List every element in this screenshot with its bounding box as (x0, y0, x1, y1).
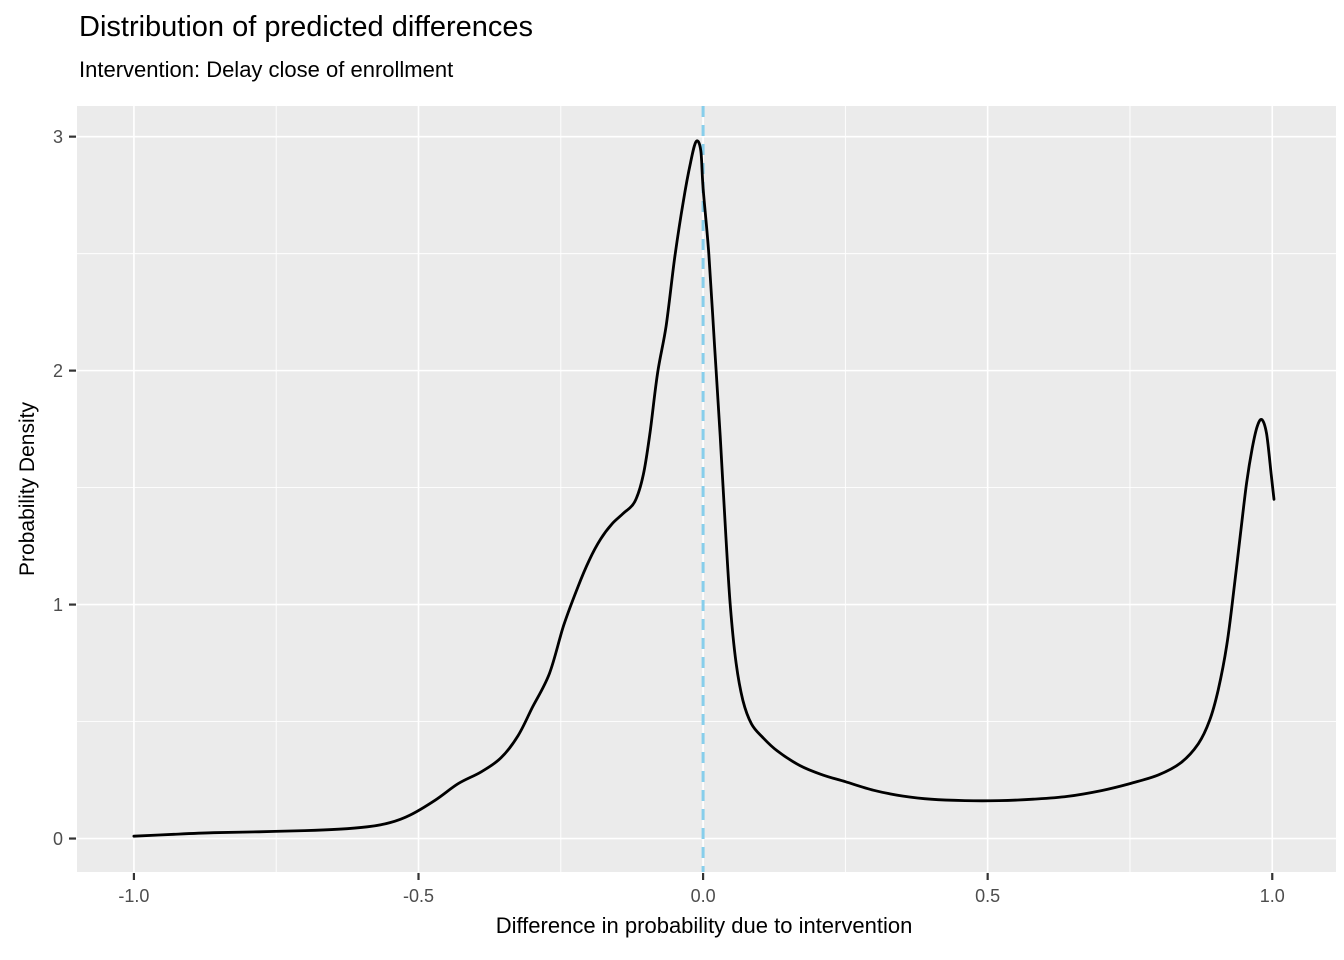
y-tick-label: 3 (53, 127, 63, 147)
plot-subtitle: Intervention: Delay close of enrollment (79, 57, 454, 82)
y-tick-label: 2 (53, 361, 63, 381)
y-tick-label: 1 (53, 595, 63, 615)
plot-title: Distribution of predicted differences (79, 11, 534, 43)
x-tick-label: -0.5 (403, 886, 434, 906)
x-tick-label: 0.5 (975, 886, 1000, 906)
y-tick-label: 0 (53, 829, 63, 849)
density-curve (132, 139, 1276, 838)
x-axis-title: Difference in probability due to interve… (495, 913, 913, 938)
x-tick-label: 1.0 (1260, 886, 1285, 906)
x-tick-label: -1.0 (118, 886, 149, 906)
y-axis-title: Probability Density (16, 402, 39, 576)
x-tick-label: 0.0 (691, 886, 716, 906)
